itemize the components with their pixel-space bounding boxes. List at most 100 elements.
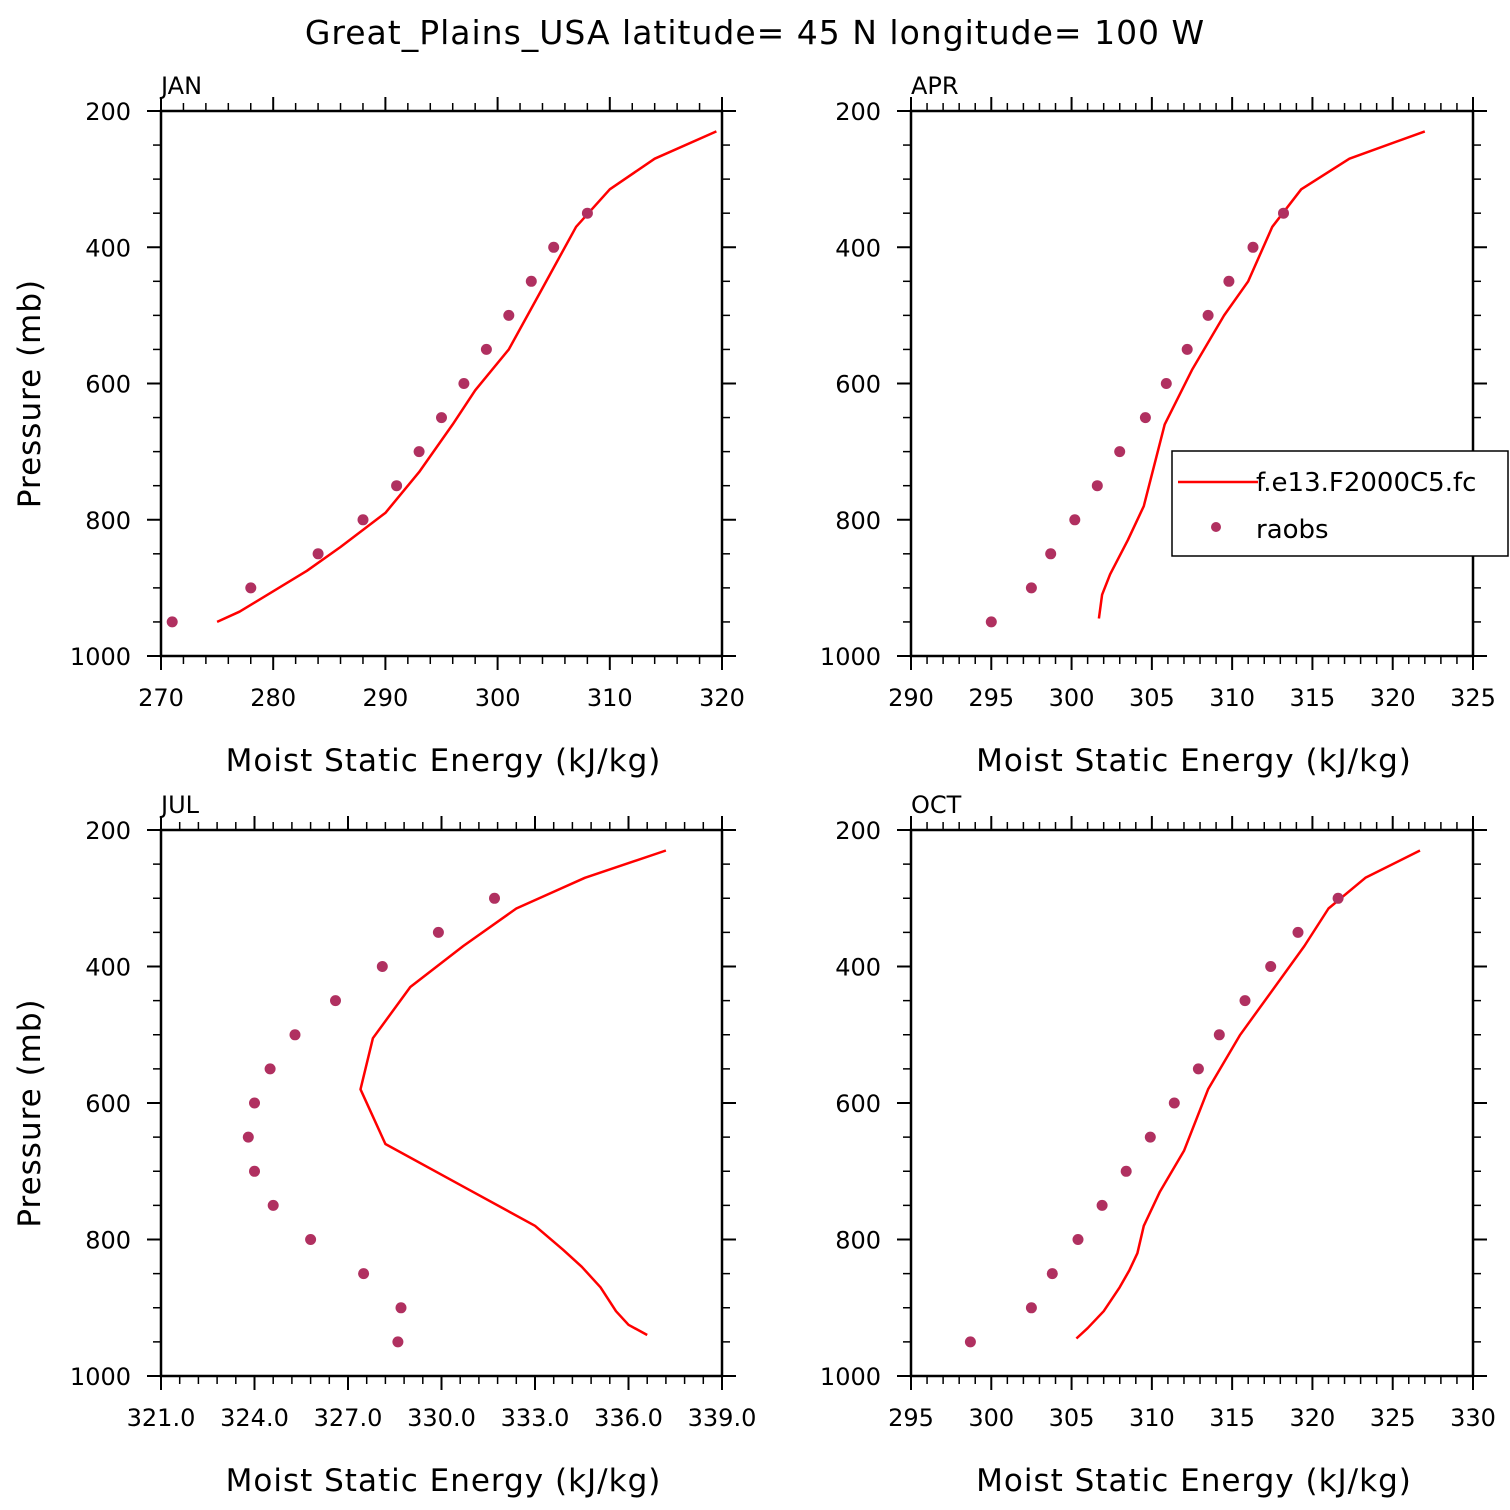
x-axis-title: Moist Static Energy (kJ/kg) xyxy=(976,743,1412,779)
legend-box xyxy=(1171,450,1509,557)
obs-point xyxy=(1120,1165,1132,1177)
x-tick-label: 300 xyxy=(1049,684,1095,712)
plot-area xyxy=(242,849,667,1348)
x-tick-label: 305 xyxy=(1049,1404,1095,1432)
obs-point xyxy=(242,1131,254,1143)
x-tick-label: 339.0 xyxy=(688,1404,757,1432)
plot-frame xyxy=(159,828,724,1378)
y-tick-label: 1000 xyxy=(70,643,131,671)
obs-point xyxy=(1114,446,1126,458)
obs-point xyxy=(267,1199,279,1211)
x-axis-title: Moist Static Energy (kJ/kg) xyxy=(226,1463,662,1499)
obs-point xyxy=(964,1336,976,1348)
obs-point xyxy=(376,961,388,972)
y-axis-title: Pressure (mb) xyxy=(12,998,48,1227)
obs-point xyxy=(395,1302,407,1314)
panel-jan: JAN 270 280 290 300 310 320 200 400 600 800 1000 Moi… xyxy=(12,72,745,779)
obs-point xyxy=(489,892,500,904)
obs-point xyxy=(525,275,537,287)
y-tick-label: 200 xyxy=(85,817,131,845)
y-tick-label: 1000 xyxy=(70,1363,131,1391)
y-tick-label: 600 xyxy=(85,1090,131,1118)
obs-point xyxy=(432,926,444,938)
obs-point xyxy=(1202,309,1214,321)
x-tick-label: 295 xyxy=(968,684,1014,712)
obs-point xyxy=(1223,275,1235,287)
y-tick-label: 800 xyxy=(85,1227,131,1255)
x-tick-label: 270 xyxy=(138,684,184,712)
obs-point xyxy=(392,1336,404,1348)
x-tick-label: 310 xyxy=(1209,684,1255,712)
x-tick-label: 315 xyxy=(1290,684,1336,712)
plot-area xyxy=(985,130,1426,628)
panel-oct: OCT 295 300 305 310 315 320 325 330 200 400 600 800 1… xyxy=(820,791,1496,1499)
x-tick-label: 320 xyxy=(699,684,745,712)
y-tick-label: 800 xyxy=(835,507,881,535)
obs-point xyxy=(1239,995,1251,1007)
y-tick-label: 400 xyxy=(85,954,131,982)
x-tick-label: 325 xyxy=(1370,1404,1416,1432)
y-tick-label: 1000 xyxy=(820,643,881,671)
plot-area xyxy=(964,849,1421,1348)
panels: JAN 270 280 290 300 310 320 200 400 600 800 1000 Moi… xyxy=(12,72,1496,1499)
x-tick-label: 310 xyxy=(587,684,633,712)
model-line xyxy=(359,849,667,1337)
x-tick-label: 325 xyxy=(1450,684,1496,712)
y-tick-label: 800 xyxy=(85,507,131,535)
obs-point xyxy=(391,480,403,492)
obs-point xyxy=(1096,1199,1108,1211)
obs-point xyxy=(166,616,178,628)
x-axis-title: Moist Static Energy (kJ/kg) xyxy=(226,743,662,779)
plot-frame xyxy=(909,828,1475,1378)
obs-point xyxy=(1192,1063,1204,1075)
obs-point xyxy=(1247,241,1259,253)
y-tick-label: 400 xyxy=(85,234,131,262)
y-tick-label: 200 xyxy=(85,98,131,126)
obs-point xyxy=(358,1268,370,1280)
obs-point xyxy=(1091,480,1103,492)
panel-label: APR xyxy=(911,72,959,100)
obs-point xyxy=(1168,1097,1180,1109)
legend-model-label: f.e13.F2000C5.fc xyxy=(1256,468,1476,498)
x-tick-label: 300 xyxy=(968,1404,1014,1432)
obs-point xyxy=(330,995,341,1007)
y-tick-label: 200 xyxy=(835,98,881,126)
chart-title: Great_Plains_USA latitude= 45 N longitud… xyxy=(305,13,1205,52)
x-tick-label: 280 xyxy=(250,684,296,712)
plot-frame xyxy=(159,109,724,658)
obs-point xyxy=(1139,412,1151,424)
obs-point xyxy=(249,1165,260,1177)
legend-obs-swatch xyxy=(1211,522,1221,532)
obs-point xyxy=(548,241,560,253)
panel-jul: JUL 321.0 324.0 327.0 330.0 333.0 336.0 339.0 20… xyxy=(12,791,756,1499)
y-tick-label: 200 xyxy=(835,817,881,845)
panel-label: OCT xyxy=(911,791,962,819)
panel-label: JUL xyxy=(159,791,200,819)
obs-point xyxy=(1072,1234,1084,1245)
panel-label: JAN xyxy=(159,72,202,100)
obs-point xyxy=(985,616,997,628)
obs-point xyxy=(1025,1302,1037,1314)
obs-point xyxy=(581,207,593,219)
legend: f.e13.F2000C5.fc raobs xyxy=(1171,450,1509,557)
obs-point xyxy=(503,309,515,321)
x-tick-label: 336.0 xyxy=(594,1404,663,1432)
model-line xyxy=(1097,130,1426,619)
x-tick-label: 295 xyxy=(888,1404,934,1432)
obs-point xyxy=(1181,343,1193,355)
obs-point xyxy=(1292,926,1304,938)
x-tick-label: 330.0 xyxy=(407,1404,476,1432)
x-axis-title: Moist Static Energy (kJ/kg) xyxy=(976,1463,1412,1499)
x-tick-label: 305 xyxy=(1129,684,1175,712)
plot-frame xyxy=(909,109,1475,658)
x-tick-label: 290 xyxy=(362,684,408,712)
obs-point xyxy=(1332,892,1344,904)
model-line xyxy=(216,130,717,624)
x-tick-label: 310 xyxy=(1129,1404,1175,1432)
obs-point xyxy=(1265,961,1277,972)
obs-point xyxy=(458,378,470,389)
x-tick-label: 290 xyxy=(888,684,934,712)
x-tick-label: 324.0 xyxy=(220,1404,289,1432)
x-tick-label: 321.0 xyxy=(127,1404,196,1432)
